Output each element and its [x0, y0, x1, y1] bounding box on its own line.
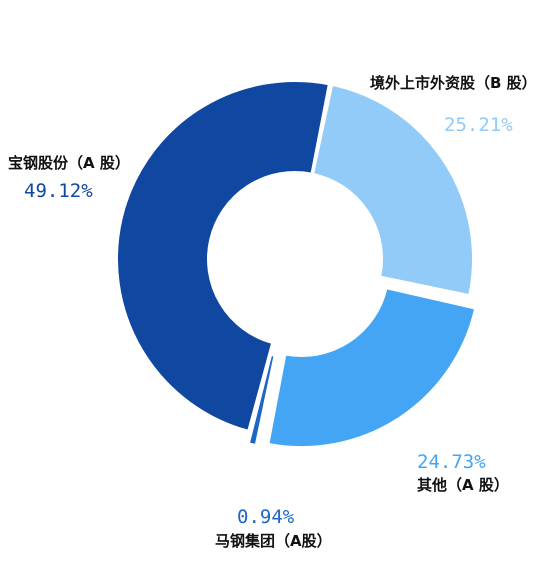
- slice-b-shares: [311, 83, 474, 297]
- label-baosteel-percent: 49.12%: [24, 180, 93, 202]
- slice-magang: [247, 353, 276, 447]
- donut-slices: [116, 80, 477, 449]
- label-other-name: 其他（A 股）: [417, 476, 509, 494]
- slice-baosteel: [116, 80, 330, 432]
- label-magang-name: 马钢集团（A股）: [215, 532, 332, 550]
- label-other-percent: 24.73%: [417, 451, 486, 473]
- label-b-shares-name: 境外上市外资股（B 股）: [370, 74, 537, 92]
- label-b-shares-percent: 25.21%: [444, 114, 513, 136]
- label-baosteel-name: 宝钢股份（A 股）: [8, 154, 130, 172]
- slice-other: [267, 287, 477, 449]
- label-magang-percent: 0.94%: [237, 506, 295, 528]
